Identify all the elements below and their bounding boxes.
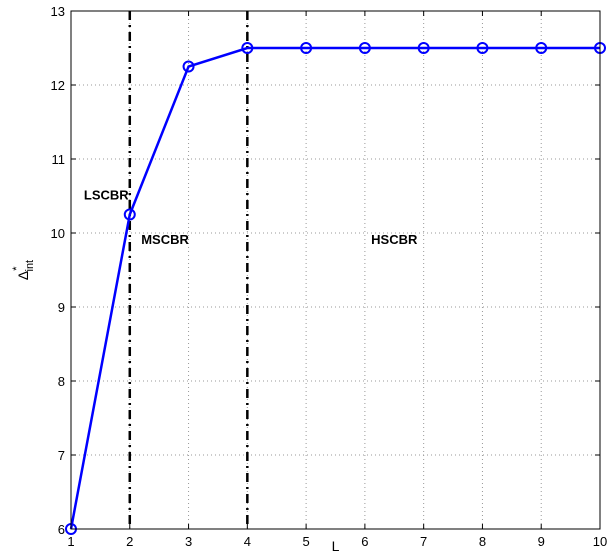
data-series bbox=[66, 43, 605, 534]
x-tick-label: 10 bbox=[593, 534, 607, 549]
x-tick-label: 2 bbox=[126, 534, 133, 549]
y-axis-label: Δ*int bbox=[11, 260, 36, 280]
y-tick-label: 6 bbox=[58, 522, 65, 537]
plot-frame bbox=[71, 11, 600, 529]
x-tick-label: 4 bbox=[244, 534, 251, 549]
x-tick-label: 9 bbox=[538, 534, 545, 549]
y-tick-label: 13 bbox=[51, 4, 65, 19]
x-tick-label: 1 bbox=[67, 534, 74, 549]
region-label: MSCBR bbox=[141, 232, 189, 247]
y-tick-label: 11 bbox=[52, 152, 66, 167]
region-label: LSCBR bbox=[84, 188, 129, 203]
x-tick-label: 6 bbox=[361, 534, 368, 549]
series-line bbox=[71, 48, 600, 529]
y-tick-label: 7 bbox=[58, 448, 65, 463]
y-axis-label-subscript: int bbox=[24, 260, 36, 272]
y-tick-label: 9 bbox=[58, 300, 65, 315]
y-tick-label: 10 bbox=[51, 226, 65, 241]
grid-lines bbox=[71, 11, 600, 529]
region-label: HSCBR bbox=[371, 232, 418, 247]
x-tick-label: 3 bbox=[185, 534, 192, 549]
x-tick-label: 7 bbox=[420, 534, 427, 549]
x-axis-label: L bbox=[332, 538, 340, 554]
x-tick-label: 5 bbox=[302, 534, 309, 549]
y-tick-label: 12 bbox=[51, 78, 65, 93]
y-tick-label: 8 bbox=[58, 374, 65, 389]
x-tick-label: 8 bbox=[479, 534, 486, 549]
y-axis-label-superscript: * bbox=[11, 266, 23, 271]
